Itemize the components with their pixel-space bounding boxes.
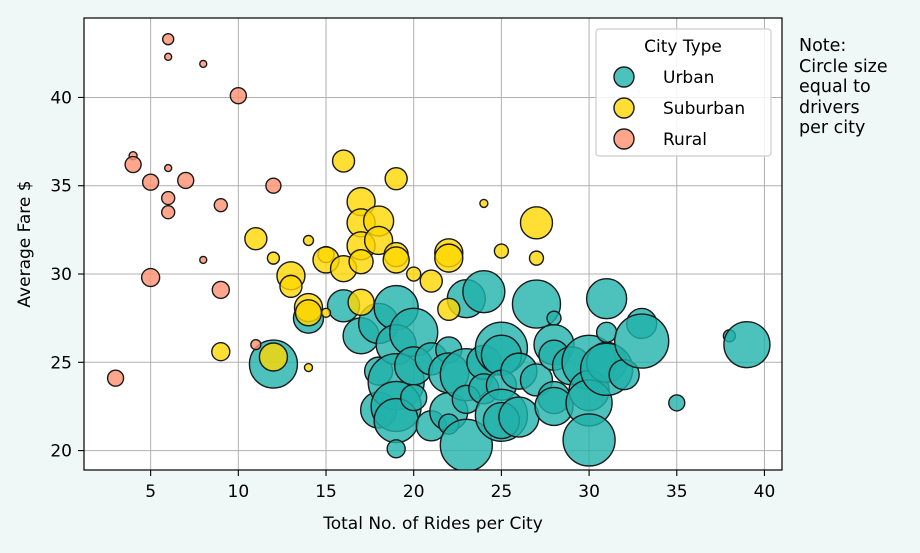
x-tick-label: 40 [754,482,776,502]
x-tick-label: 25 [491,482,513,502]
urban-point [585,278,628,320]
suburban-point [384,166,408,191]
urban-point [668,394,686,412]
legend-label-rural: Rural [663,130,707,150]
suburban-point [211,342,231,362]
rural-point [160,190,176,206]
x-tick-label: 20 [403,482,425,502]
y-axis-label: Average Fare $ [15,180,35,307]
urban-point [546,310,562,326]
rural-point [177,171,195,190]
y-tick-label: 30 [50,265,72,285]
x-axis-label: Total No. of Rides per City [322,514,543,534]
legend-label-suburban: Suburban [663,99,745,119]
x-tick-label: 35 [666,482,688,502]
x-tick-label: 30 [578,482,600,502]
urban-point [723,320,771,369]
legend-box [595,28,772,157]
suburban-point [437,297,461,322]
urban-point [400,383,428,412]
legend-label-urban: Urban [663,68,714,88]
suburban-point [266,251,281,265]
suburban-point [434,243,464,273]
y-tick-label: 35 [50,177,72,197]
urban-point [595,321,618,343]
suburban-point [363,225,394,256]
rural-point [199,255,208,265]
rural-point [213,197,228,213]
axes-frame [83,17,783,471]
rural-point [211,280,230,300]
y-tick-label: 20 [50,442,72,462]
rural-point [265,177,282,194]
rural-point [106,369,125,387]
x-tick-label: 15 [315,482,337,502]
suburban-point [302,234,315,247]
suburban-point [347,288,375,316]
urban-point [498,396,540,438]
legend-marker-urban [613,66,635,88]
suburban-point [528,250,545,266]
rural-point [124,155,142,174]
suburban-point [279,274,303,299]
suburban-point [519,206,554,240]
rural-point [229,86,248,105]
suburban-point [406,266,422,282]
circle-size-note: Note: Circle size equal to drivers per c… [799,36,888,138]
urban-point [462,269,506,314]
urban-point [439,418,494,470]
suburban-point [303,362,314,373]
legend: City Type Urban Suburban Rural [595,28,772,157]
legend-marker-suburban [613,97,635,119]
x-tick-label: 5 [145,482,156,502]
suburban-point [258,342,289,372]
rural-point [160,205,176,220]
suburban-point [294,299,323,327]
rural-point [199,59,208,69]
suburban-point [331,149,356,173]
urban-point [386,439,406,459]
rural-point [163,163,173,173]
y-tick-label: 25 [50,353,72,373]
suburban-point [493,243,510,259]
y-tick-label: 40 [50,88,72,108]
rural-point [250,338,262,351]
rural-point [141,173,160,191]
rural-point [163,52,173,62]
suburban-point [479,198,489,209]
suburban-point [244,227,268,251]
suburban-point [419,269,443,293]
suburban-point [382,246,410,274]
urban-point [613,313,670,369]
x-tick-label: 10 [228,482,250,502]
legend-marker-rural [613,128,635,150]
rural-point [161,32,175,46]
points-layer [106,32,771,470]
suburban-point [320,307,332,319]
urban-point [562,413,616,467]
legend-title: City Type [644,37,722,57]
suburban-point [348,248,374,275]
rural-point [140,267,161,288]
